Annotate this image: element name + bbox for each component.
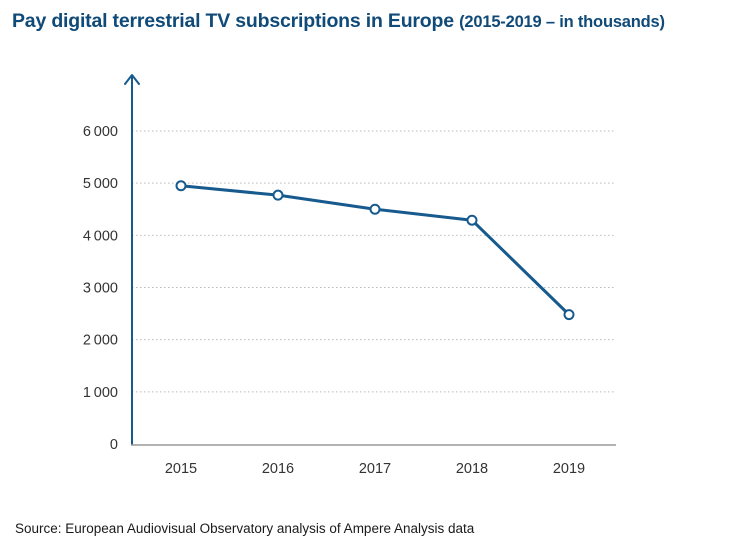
y-tick-label-6000: 6 000 [83, 124, 118, 140]
x-tick-label-2019: 2019 [553, 461, 585, 477]
y-tick-label-5000: 5 000 [83, 176, 118, 192]
x-axis-tick-labels: 2015 2016 2017 2018 2019 [165, 461, 585, 477]
x-tick-label-2018: 2018 [456, 461, 488, 477]
chart-title-sub: (2015-2019 – in thousands) [459, 13, 665, 31]
data-point-2015 [175, 180, 187, 192]
source-note: Source: European Audiovisual Observatory… [15, 521, 475, 536]
y-tick-label-1000: 1 000 [83, 385, 118, 401]
chart-title-main: Pay digital terrestrial TV subscriptions… [12, 10, 454, 32]
x-tick-label-2017: 2017 [359, 461, 391, 477]
x-tick-label-2016: 2016 [262, 461, 294, 477]
data-point-2016 [272, 189, 284, 201]
y-tick-label-4000: 4 000 [83, 228, 118, 244]
gridlines [132, 130, 616, 393]
y-tick-label-3000: 3 000 [83, 281, 118, 297]
x-tick-label-2015: 2015 [165, 461, 197, 477]
y-axis-tick-labels: 0 1 000 2 000 3 000 4 000 5 000 6 000 [83, 124, 118, 453]
data-point-2017 [369, 203, 381, 215]
series-group [175, 180, 575, 321]
y-axis-arrow-icon [124, 74, 140, 85]
data-point-2018 [466, 214, 478, 226]
chart-title: Pay digital terrestrial TV subscriptions… [12, 10, 740, 33]
data-point-2019 [563, 309, 575, 321]
y-tick-label-0: 0 [110, 437, 118, 453]
y-tick-label-2000: 2 000 [83, 333, 118, 349]
axes [124, 74, 616, 446]
